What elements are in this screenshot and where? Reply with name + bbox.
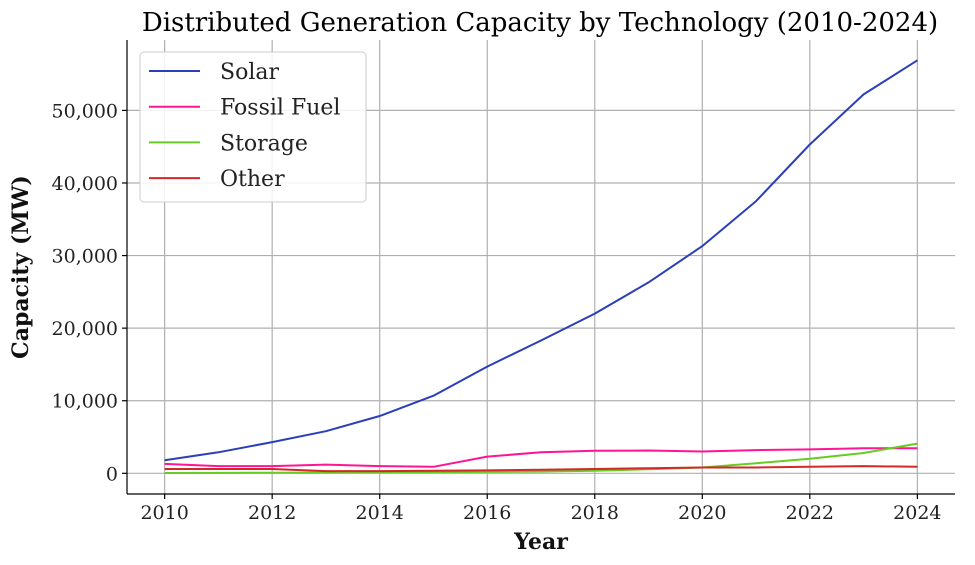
x-tick-label: 2022: [786, 502, 834, 524]
series-line-fossil-fuel: [164, 447, 918, 468]
legend-label: Other: [220, 167, 285, 192]
tick-labels: 2010 2012 2014 2016 2018 2020 2022 2024 0 10,000 2…: [52, 100, 942, 524]
axes: [122, 40, 955, 499]
y-tick-label: 20,000: [52, 318, 118, 340]
legend-box: [139, 51, 367, 203]
y-tick-label: 50,000: [52, 100, 118, 122]
series-line-solar: [164, 59, 918, 462]
series-lines: [164, 59, 918, 474]
x-tick-label: 2024: [893, 502, 941, 524]
legend-label: Fossil Fuel: [220, 96, 340, 121]
x-axis-label: Year: [513, 529, 568, 555]
y-tick-label: 10,000: [52, 391, 118, 413]
y-tick-label: 0: [106, 463, 118, 485]
grid-lines: [127, 40, 955, 494]
x-tick-label: 2020: [678, 502, 726, 524]
series-line-storage: [164, 442, 918, 474]
series-line-other: [164, 465, 918, 473]
x-tick-label: 2018: [571, 502, 619, 524]
y-axis-label: Capacity (MW): [8, 175, 34, 359]
y-tick-label: 40,000: [52, 173, 118, 195]
x-tick-label: 2014: [356, 502, 404, 524]
legend: Solar Fossil Fuel Storage Other: [139, 51, 367, 203]
legend-label: Solar: [220, 60, 279, 85]
x-tick-label: 2012: [248, 502, 296, 524]
y-tick-label: 30,000: [52, 246, 118, 268]
chart-title: Distributed Generation Capacity by Techn…: [142, 8, 938, 38]
x-tick-label: 2016: [463, 502, 511, 524]
x-tick-label: 2010: [140, 502, 188, 524]
legend-label: Storage: [220, 131, 308, 156]
